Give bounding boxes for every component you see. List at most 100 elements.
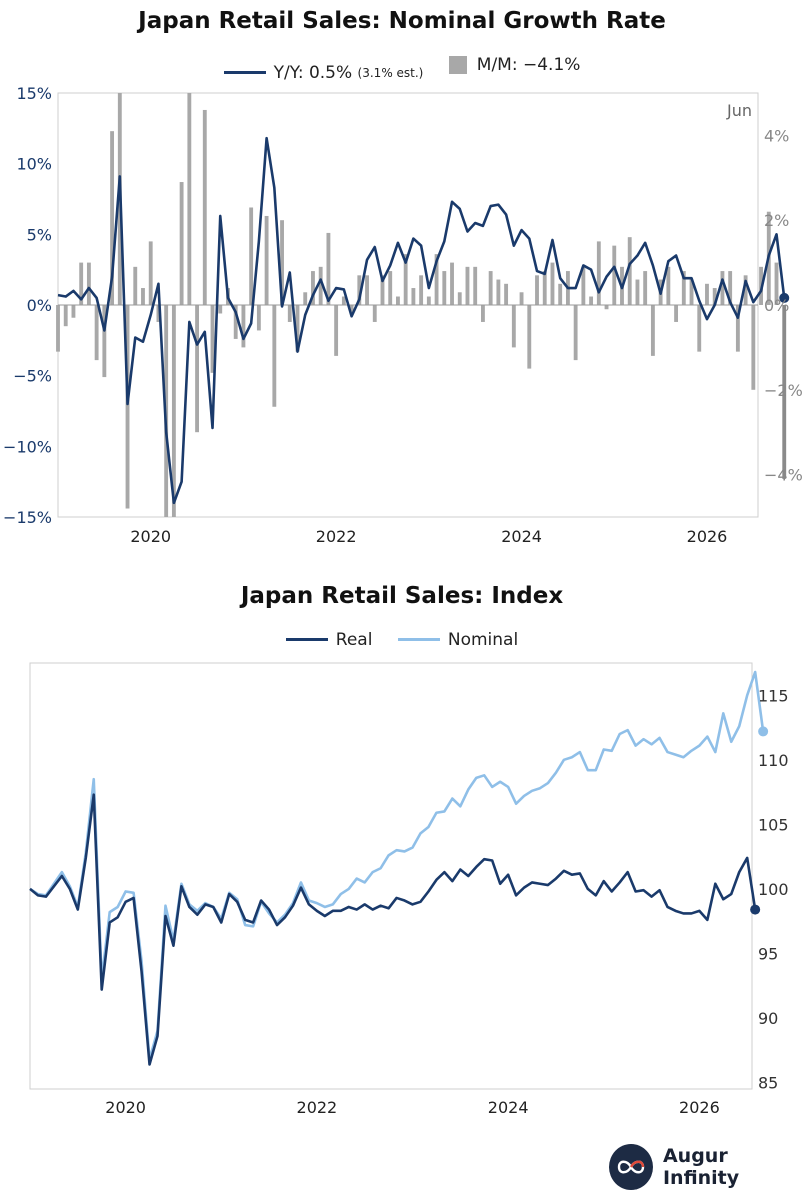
index-chart-legend: Real Nominal — [0, 626, 804, 650]
mom-bar — [589, 296, 594, 305]
mom-bar — [79, 262, 84, 305]
mom-bar — [218, 305, 223, 314]
growth-chart-title: Japan Retail Sales: Nominal Growth Rate — [138, 8, 666, 34]
right-axis-tick-label: 85 — [758, 1074, 778, 1093]
mom-bar — [56, 305, 60, 352]
legend-label-nominal: Nominal — [447, 629, 519, 650]
mom-bar — [241, 305, 246, 348]
legend-swatch-yoy — [223, 71, 266, 74]
right-axis-tick-label: 2% — [764, 211, 789, 230]
mom-bar — [712, 288, 717, 305]
mom-bar — [311, 271, 315, 305]
mom-bar — [380, 275, 385, 305]
x-axis-tick-label: 2024 — [488, 1098, 529, 1117]
right-axis-tick-label: 105 — [758, 815, 789, 834]
mom-bar — [318, 266, 323, 305]
mom-bar — [635, 279, 640, 305]
legend-label-real: Real — [335, 629, 373, 650]
legend-label-mom: M/M: −4.1% — [476, 55, 581, 75]
mom-bar — [504, 283, 509, 305]
mom-bar — [705, 283, 709, 305]
x-axis-tick-label: 2022 — [316, 527, 357, 546]
nominal-line — [29, 670, 765, 1061]
legend-label-yoy: Y/Y: 0.5% — [273, 62, 353, 83]
mom-bar — [264, 215, 269, 305]
right-axis-tick-label: −4% — [764, 466, 803, 485]
mom-bar — [473, 266, 478, 305]
mom-bar — [681, 271, 686, 305]
x-axis-tick-label: 2026 — [687, 527, 728, 546]
x-axis-tick-label: 2020 — [130, 527, 171, 546]
mom-bar — [573, 305, 578, 361]
mom-bar — [256, 305, 261, 331]
mom-bar — [102, 305, 107, 378]
mom-bar — [326, 232, 331, 305]
mom-bar — [434, 254, 439, 305]
mom-bar — [426, 296, 431, 305]
mom-bar — [450, 262, 454, 305]
mom-bar — [542, 271, 547, 305]
growth-chart: 15% 10% 5% 0% −5% −10% −15% 4% 2% 0% −2% −4% 2020 202… — [3, 84, 803, 546]
legend-item-real: Real — [285, 629, 373, 650]
x-axis-tick-label: 2022 — [297, 1098, 338, 1117]
mom-bar — [666, 266, 671, 305]
mom-bar — [751, 305, 756, 390]
mom-bar — [133, 266, 138, 305]
mom-bar — [287, 305, 292, 322]
mom-bar — [774, 262, 779, 305]
mom-bar — [125, 305, 130, 509]
legend-item-yoy: Y/Y: 0.5% (3.1% est.) — [223, 62, 424, 83]
legend-swatch-mom — [448, 56, 467, 74]
mom-bar — [295, 305, 300, 352]
mom-bar — [519, 292, 524, 305]
right-axis-tick-label: −2% — [764, 381, 803, 400]
mom-bar — [496, 279, 501, 305]
mom-bar — [202, 109, 207, 306]
legend-note-yoy: (3.1% est.) — [357, 65, 424, 80]
mom-bar — [604, 305, 609, 310]
mom-bar — [550, 262, 555, 305]
growth-chart-legend: Y/Y: 0.5% (3.1% est.) M/M: −4.1% — [0, 55, 804, 83]
mom-bar — [148, 241, 153, 305]
left-axis-tick-label: 10% — [16, 155, 52, 174]
mom-bar — [481, 305, 485, 322]
mom-bar — [488, 271, 493, 305]
mom-bar — [357, 275, 362, 305]
real-last-point — [750, 904, 761, 915]
mom-bar — [735, 305, 740, 352]
mom-bar — [527, 305, 532, 369]
right-axis-tick-label: 110 — [758, 751, 789, 770]
mom-bar — [210, 305, 215, 373]
mom-bar — [535, 275, 539, 305]
mom-bar — [728, 271, 733, 305]
x-axis-tick-label: 2020 — [105, 1098, 146, 1117]
right-axis-tick-label: 4% — [764, 126, 789, 145]
brand-logo-icon — [609, 1144, 653, 1190]
mom-bar — [612, 245, 617, 305]
left-axis-tick-label: −10% — [3, 437, 52, 456]
legend-item-nominal: Nominal — [397, 629, 519, 650]
x-axis-tick-label: 2024 — [501, 527, 542, 546]
brand-name: Augur Infinity — [662, 1145, 740, 1189]
mom-bar — [674, 305, 679, 322]
mom-bar — [689, 279, 694, 305]
index-chart-title: Japan Retail Sales: Index — [240, 583, 564, 609]
mom-bar — [141, 288, 145, 305]
mom-bar — [372, 305, 377, 322]
mom-bar — [782, 305, 787, 479]
mom-bar — [627, 237, 632, 305]
mom-bar — [465, 266, 470, 305]
mom-bar — [581, 266, 586, 305]
real-line — [29, 793, 757, 1066]
mom-bar — [86, 262, 91, 305]
left-axis-tick-label: −5% — [13, 367, 52, 386]
mom-bar — [365, 275, 369, 305]
legend-swatch-nominal — [397, 638, 440, 641]
left-axis-tick-label: 5% — [27, 225, 52, 244]
x-axis-tick-label: 2026 — [679, 1098, 720, 1117]
right-axis-tick-label: 100 — [758, 880, 789, 899]
mom-bar — [720, 271, 725, 305]
mom-bar — [511, 305, 516, 348]
mom-bar — [249, 207, 254, 305]
